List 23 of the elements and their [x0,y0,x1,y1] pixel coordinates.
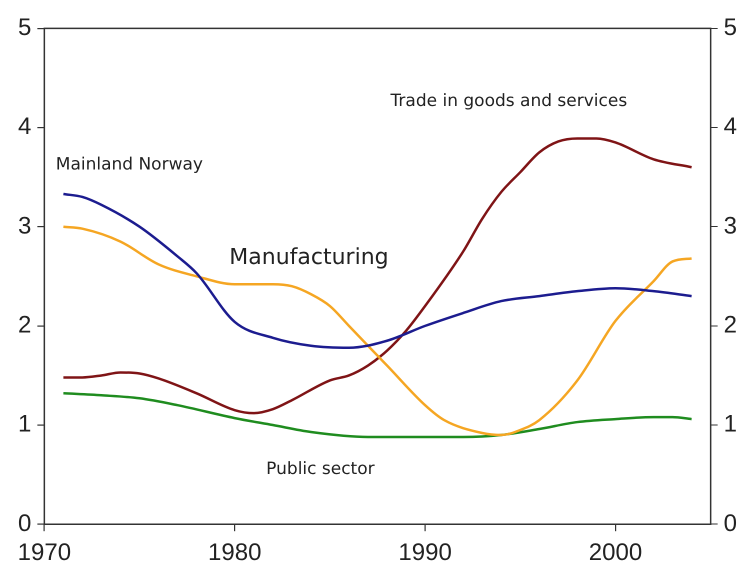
y2-tick-label: 2 [18,312,32,339]
x-tick-label: 1990 [398,539,452,566]
x-tick-label: 1970 [18,539,72,566]
y-tick-label: 5 [724,14,738,42]
y-tick-label: 4 [724,113,738,140]
y2-tick-label: 5 [18,14,32,42]
y2-tick-label: 0 [18,510,32,537]
series-label: Public sector [266,459,375,480]
y2-tick-label: 3 [18,212,32,240]
x-tick-label: 2000 [588,539,642,566]
series-label: Manufacturing [229,245,389,270]
line-series [62,225,693,436]
series-label: Trade in goods and services [390,91,628,112]
line-series [62,192,693,349]
y-tick-label: 2 [724,312,738,339]
series-label: Mainland Norway [56,154,203,175]
y-tick-label: 0 [724,510,738,537]
y2-tick-label: 1 [18,410,32,438]
line-series [62,392,693,438]
y-tick-label: 1 [724,410,738,438]
y-tick-label: 3 [724,212,738,240]
x-tick-label: 1980 [208,539,262,566]
y2-tick-label: 4 [18,113,32,140]
